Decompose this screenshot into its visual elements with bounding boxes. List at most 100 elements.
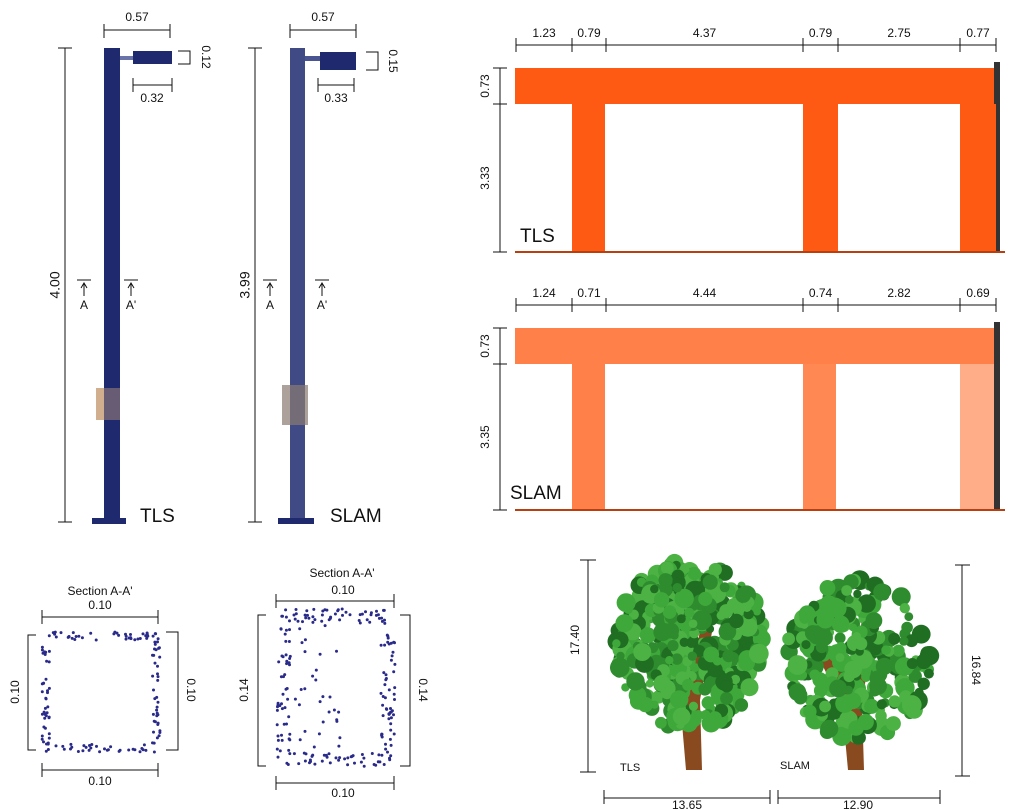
point — [48, 634, 51, 637]
leaf-cluster — [753, 608, 761, 616]
point — [288, 738, 291, 741]
point — [305, 609, 308, 612]
point — [154, 643, 157, 646]
point — [277, 735, 280, 738]
point — [48, 660, 51, 663]
leaf-cluster — [698, 592, 712, 606]
point — [44, 697, 47, 700]
point — [388, 643, 391, 646]
leaf-cluster — [689, 702, 698, 711]
point — [391, 654, 394, 657]
leaf-cluster — [802, 640, 811, 649]
point — [304, 760, 307, 763]
leaf-cluster — [673, 583, 682, 592]
pole-arm — [305, 56, 320, 61]
dim-label: 4.37 — [693, 26, 717, 40]
point — [313, 618, 316, 621]
point — [383, 622, 386, 625]
point — [370, 613, 373, 616]
frame-tls: 0.73 3.33 TLS 1.230.794.370.792.750.77 — [478, 26, 1005, 252]
point — [276, 748, 279, 751]
dim-label: 4.00 — [47, 271, 63, 298]
point — [156, 672, 159, 675]
point — [156, 706, 159, 709]
point — [329, 761, 332, 764]
point — [297, 620, 300, 623]
point — [359, 613, 362, 616]
section-marker — [124, 280, 138, 296]
point — [155, 696, 158, 699]
leaf-cluster — [904, 612, 913, 621]
point — [75, 635, 78, 638]
point — [113, 631, 116, 634]
point — [382, 714, 385, 717]
point — [128, 637, 131, 640]
leaf-cluster — [688, 652, 697, 661]
point — [294, 698, 297, 701]
point — [72, 631, 75, 634]
point — [337, 711, 340, 714]
point — [41, 682, 44, 685]
point — [288, 657, 291, 660]
point — [393, 641, 396, 644]
point — [393, 686, 396, 689]
leaf-cluster — [720, 582, 730, 592]
leaf-cluster — [835, 642, 846, 653]
point — [41, 735, 44, 738]
leaf-cluster — [677, 614, 686, 623]
point — [373, 763, 376, 766]
point — [280, 734, 283, 737]
pole-patch — [282, 385, 308, 425]
point — [157, 701, 160, 704]
point — [383, 619, 386, 622]
dimension-line — [290, 24, 356, 38]
canopy — [608, 554, 771, 734]
point — [45, 678, 48, 681]
point — [319, 653, 322, 656]
column — [572, 104, 605, 252]
point — [350, 755, 353, 758]
point — [338, 756, 341, 759]
dim-label: 0.15 — [386, 49, 400, 73]
point — [124, 633, 127, 636]
point — [298, 703, 301, 706]
leaf-cluster — [892, 587, 911, 606]
point — [385, 708, 388, 711]
dim-label: 4.44 — [693, 286, 717, 300]
dim-label: 16.84 — [969, 655, 983, 685]
point — [284, 640, 287, 643]
point — [341, 614, 344, 617]
point — [313, 763, 316, 766]
point — [285, 723, 288, 726]
leaf-cluster — [820, 720, 838, 738]
point — [284, 706, 287, 709]
leaf-cluster — [902, 695, 922, 715]
point — [140, 747, 143, 750]
point — [384, 743, 387, 746]
leaf-cluster — [877, 699, 887, 709]
leaf-cluster — [703, 647, 719, 663]
point — [282, 693, 285, 696]
dim-label: 0.79 — [577, 26, 601, 40]
point — [368, 621, 371, 624]
dim-label: 3.99 — [237, 271, 253, 298]
point — [311, 755, 314, 758]
point — [48, 737, 51, 740]
point — [103, 747, 106, 750]
dim-label: 0.14 — [237, 678, 251, 702]
point — [277, 660, 280, 663]
point — [158, 646, 161, 649]
dimension-line — [400, 615, 410, 766]
dim-label: 1.23 — [532, 26, 556, 40]
point — [335, 756, 338, 759]
pole-base — [278, 518, 314, 524]
point — [284, 608, 287, 611]
dim-label: 0.71 — [577, 286, 601, 300]
point — [393, 663, 396, 666]
point — [77, 750, 80, 753]
point — [142, 632, 145, 635]
canopy — [780, 570, 939, 746]
leaf-cluster — [653, 623, 671, 641]
dim-label: 0.14 — [416, 678, 430, 702]
point — [153, 742, 156, 745]
